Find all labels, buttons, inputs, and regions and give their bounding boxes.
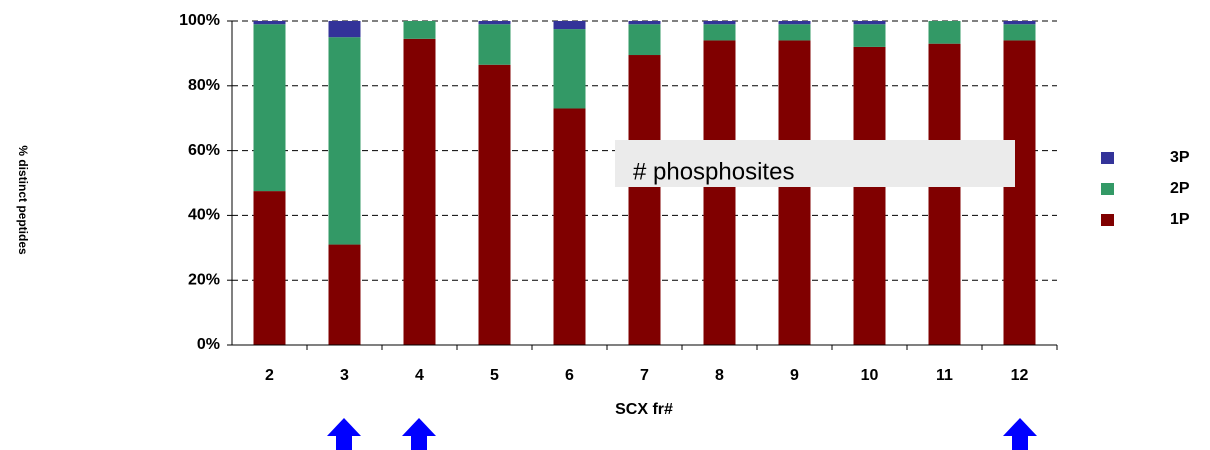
bar-segment — [253, 24, 286, 192]
x-tick-label: 10 — [861, 367, 879, 384]
arrow — [327, 418, 361, 450]
arrow — [1003, 418, 1037, 450]
bar-segment — [253, 21, 286, 25]
bar-segment — [1003, 40, 1036, 345]
x-tick-label: 4 — [415, 367, 424, 384]
bar-segment — [778, 40, 811, 345]
legend-label: 2P — [1170, 180, 1190, 197]
bar-segment — [628, 21, 661, 25]
x-tick-label: 5 — [490, 367, 499, 384]
bar-segment — [703, 40, 736, 345]
bar-segment — [628, 24, 661, 56]
y-tick-label: 20% — [188, 271, 220, 288]
bar-segment — [628, 55, 661, 346]
x-tick-label: 9 — [790, 367, 799, 384]
x-tick-label: 12 — [1011, 367, 1029, 384]
x-tick-label: 8 — [715, 367, 724, 384]
bar-segment — [553, 108, 586, 345]
arrow — [402, 418, 436, 450]
y-axis-label: % distinct peptides — [16, 145, 30, 255]
legend-swatch — [1101, 214, 1114, 226]
y-tick-label: 100% — [179, 12, 220, 29]
annotation: # phosphosites — [633, 158, 794, 185]
bar-segment — [1003, 24, 1036, 41]
x-tick-label: 7 — [640, 367, 649, 384]
y-tick-label: 40% — [188, 207, 220, 224]
bar-segment — [253, 191, 286, 345]
y-tick-label: 0% — [197, 336, 220, 353]
bar-segment — [703, 21, 736, 25]
bar-segment — [403, 38, 436, 345]
annotation-box — [615, 140, 1015, 187]
bar-segment — [478, 64, 511, 346]
plot-area — [232, 20, 1057, 346]
bar-segment — [928, 21, 961, 44]
x-tick-label: 11 — [936, 367, 953, 384]
bar-segment — [553, 21, 586, 30]
bar-segment — [703, 24, 736, 41]
legend-label: 1P — [1170, 211, 1190, 228]
x-tick-label: 6 — [565, 367, 574, 384]
x-tick-label: 3 — [340, 367, 349, 384]
bar-segment — [1003, 21, 1036, 25]
bar-segment — [778, 24, 811, 41]
bar-segment — [553, 29, 586, 109]
bar-segment — [328, 244, 361, 345]
bar-segment — [853, 46, 886, 346]
legend-swatch — [1101, 183, 1114, 195]
bar-segment — [403, 21, 436, 39]
bar-segment — [853, 24, 886, 47]
legend-label: 3P — [1170, 149, 1190, 166]
x-axis-label: SCX fr# — [615, 401, 673, 418]
bar-segment — [778, 21, 811, 25]
legend-swatch — [1101, 152, 1114, 164]
bar-segment — [478, 21, 511, 25]
bar-segment — [328, 37, 361, 245]
bar-segment — [853, 21, 886, 25]
bar-segment — [928, 43, 961, 346]
bar-segment — [478, 24, 511, 65]
y-tick-label: 80% — [188, 77, 220, 94]
bar-segment — [328, 21, 361, 38]
y-tick-label: 60% — [188, 142, 220, 159]
x-tick-label: 2 — [265, 367, 274, 384]
